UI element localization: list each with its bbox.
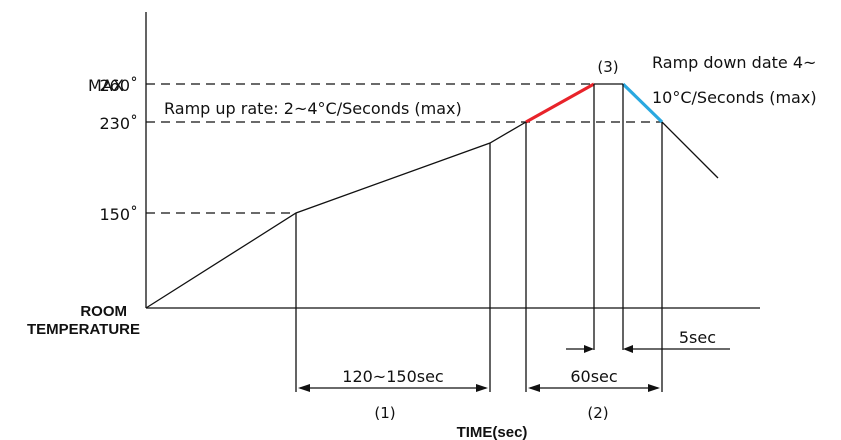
- temp-label-230: 230˚: [99, 114, 138, 133]
- zone-3-label: (3): [597, 58, 618, 76]
- profile-preheat-segment: [145, 121, 527, 309]
- profile-ramp-up-segment: [525, 82, 595, 124]
- reflow-duration-label: 60sec: [570, 367, 617, 386]
- arrowhead: [584, 345, 594, 353]
- profile-ramp-down-segment: [621, 82, 664, 124]
- temperature-label: TEMPERATURE: [27, 321, 140, 338]
- zone-2-label: (2): [587, 404, 608, 422]
- temp-label-150: 150˚: [99, 205, 138, 224]
- ramp-up-annotation: Ramp up rate: 2~4°C/Seconds (max): [164, 99, 462, 118]
- max-label: MAX: [88, 76, 124, 95]
- profile-cooling-segment: [661, 121, 719, 179]
- arrowhead: [528, 384, 540, 392]
- arrowhead: [623, 345, 633, 353]
- x-axis-title: TIME(sec): [457, 424, 528, 440]
- zone-1-label: (1): [374, 404, 395, 422]
- temp-label-260: 260˚: [99, 76, 138, 95]
- preheat-duration-label: 120~150sec: [342, 367, 443, 386]
- ramp-down-annotation-line1: Ramp down date 4~: [652, 53, 816, 72]
- arrowhead: [476, 384, 488, 392]
- arrowhead: [298, 384, 310, 392]
- room-label: ROOM: [80, 303, 127, 320]
- peak-duration-label: 5sec: [679, 328, 716, 347]
- ramp-down-annotation-line2: 10°C/Seconds (max): [652, 88, 817, 107]
- arrowhead: [648, 384, 660, 392]
